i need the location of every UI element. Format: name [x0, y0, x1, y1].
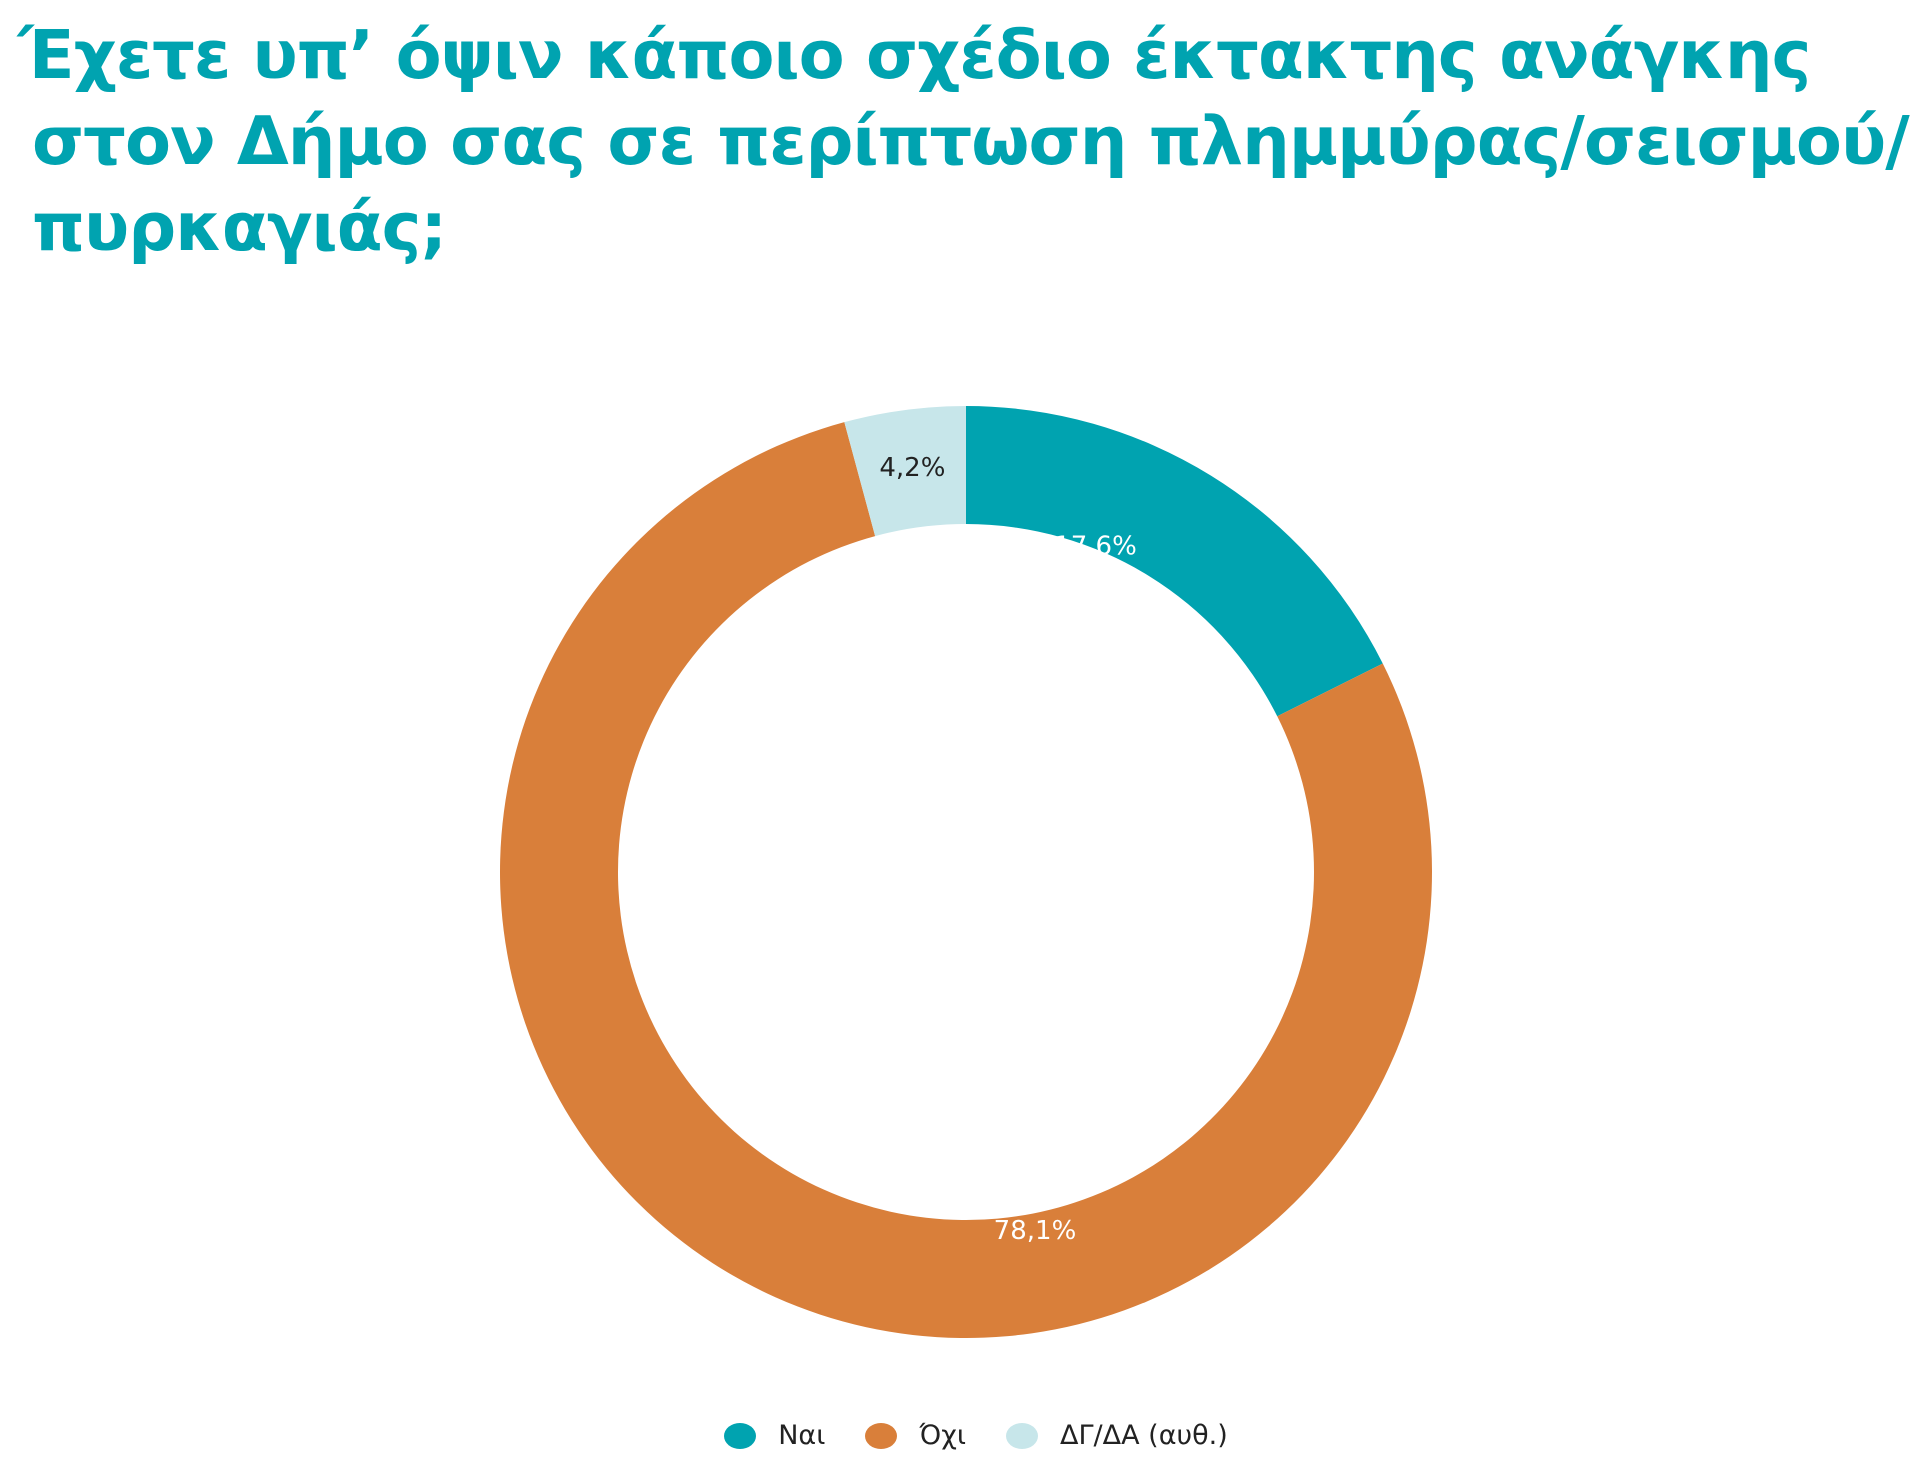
legend-item-nai: Ναι — [724, 1420, 825, 1451]
data-label-dk: 4,2% — [879, 453, 945, 483]
legend-label-ochi: Όχι — [919, 1420, 967, 1451]
donut-slices — [499, 406, 1432, 1338]
donut-data-labels: 17,6% 78,1% 4,2% — [879, 453, 1136, 1246]
chart-title-line-3: πυρκαγιάς; — [32, 188, 447, 266]
legend-label-nai: Ναι — [778, 1420, 826, 1451]
legend-item-dk: ΔΓ/ΔΑ (αυθ.) — [1006, 1420, 1228, 1451]
legend-label-dk: ΔΓ/ΔΑ (αυθ.) — [1060, 1420, 1228, 1451]
slice-nai — [966, 406, 1383, 717]
chart-title-line-1: Έχετε υπ’ όψιν κάποιο σχέδιο έκτακτης αν… — [18, 16, 1811, 94]
legend-swatch-nai — [724, 1422, 757, 1449]
data-label-nai: 17,6% — [1054, 531, 1137, 561]
data-label-ochi: 78,1% — [994, 1216, 1077, 1246]
chart-legend: Ναι Όχι ΔΓ/ΔΑ (αυθ.) — [0, 1420, 1932, 1451]
chart-title: Έχετε υπ’ όψιν κάποιο σχέδιο έκτακτης αν… — [18, 12, 1918, 270]
legend-swatch-dk — [1006, 1422, 1039, 1449]
legend-swatch-ochi — [865, 1422, 898, 1449]
chart-title-line-2: στον Δήμο σας σε περίπτωση πλημμύρας/σει… — [32, 102, 1910, 180]
legend-item-ochi: Όχι — [865, 1420, 966, 1451]
slice-dk — [844, 406, 966, 537]
